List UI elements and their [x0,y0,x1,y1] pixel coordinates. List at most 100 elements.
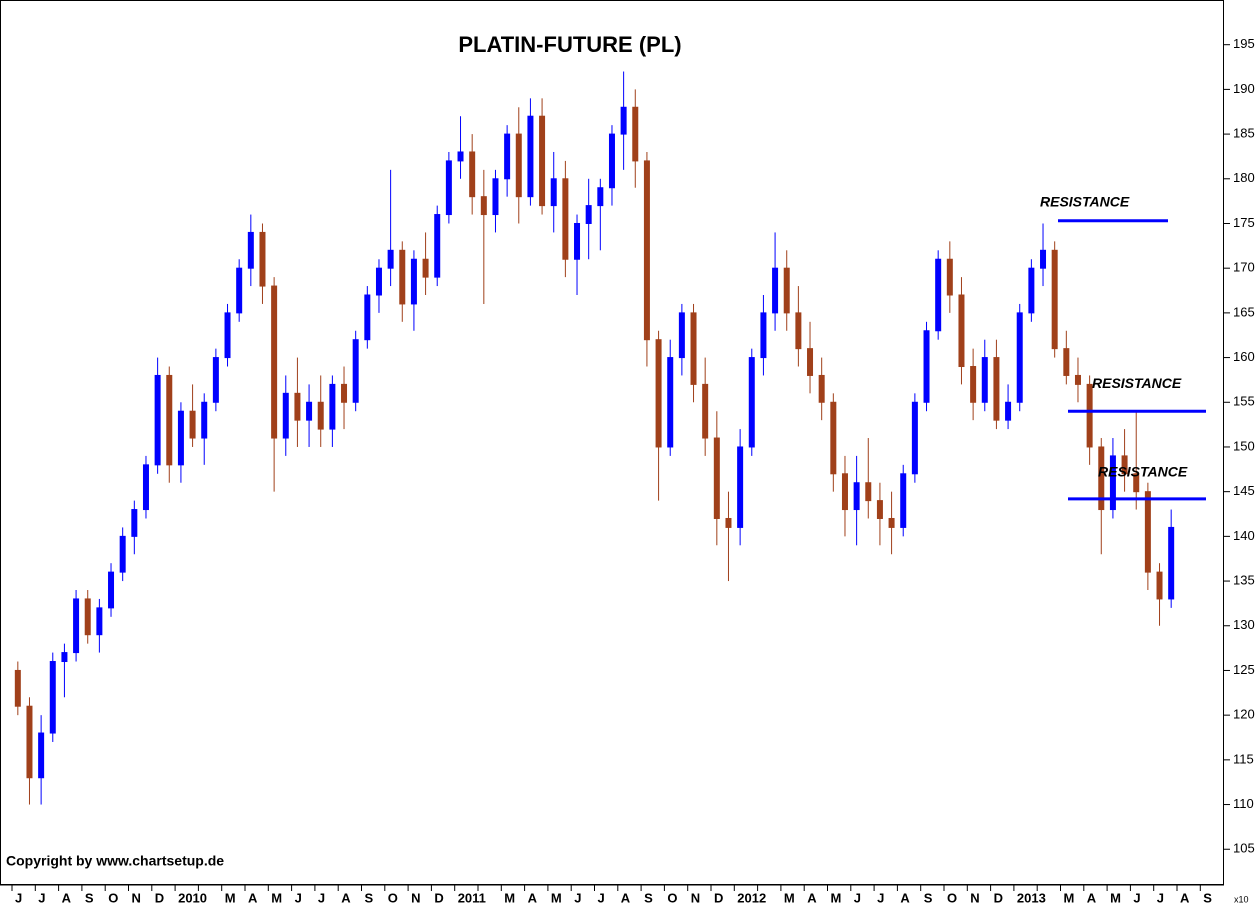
candle-body [818,374,825,403]
candle-body [1051,249,1058,350]
x-tick-label: S [365,890,374,905]
y-tick-label: 150 [1233,438,1255,453]
candle-body [142,464,149,511]
y-tick-label: 155 [1233,394,1255,409]
x-tick-label: N [970,890,979,905]
candle-body [445,160,452,216]
candle-body [678,312,685,359]
x-tick-label: O [388,890,398,905]
x-tick-label: A [528,890,538,905]
footer: Copyright by www.chartsetup.de [6,853,224,869]
candle-body [119,535,126,573]
candle-body [1040,249,1047,269]
y-tick-label: 115 [1233,751,1254,766]
candle-body [807,348,814,376]
candle-body [341,383,348,403]
candle-body [38,732,45,779]
candle-body [608,133,615,189]
x-tick-label: A [1087,890,1097,905]
candle-body [737,446,744,528]
candle-body [527,115,534,198]
candle-body [981,357,988,403]
candle-body [725,517,732,528]
candle-body [760,312,767,359]
annotation-label: RESISTANCE [1040,194,1130,210]
x-tick-label: D [155,890,164,905]
x-tick-label: J [38,890,45,905]
candle-body [888,517,895,528]
candle-body [923,330,930,403]
x-tick-label: M [551,890,562,905]
x-tick-label: J [854,890,861,905]
x-tick-label: S [644,890,653,905]
chart-title: PLATIN-FUTURE (PL) [458,32,681,57]
candle-body [480,196,487,216]
candle-body [993,357,1000,421]
candle-body [457,151,464,162]
y-tick-label: 135 [1233,572,1255,587]
candle-body [201,401,208,439]
candle-body [1144,491,1151,573]
candle-body [492,178,499,216]
candle-body [212,357,219,403]
candle-body [632,106,639,162]
candle-body [49,661,56,734]
candle-body [597,187,604,207]
y-tick-label: 140 [1233,528,1255,543]
x-tick-label: J [15,890,22,905]
candle-body [259,231,266,287]
candle-body [108,571,115,609]
x-tick-label: N [691,890,700,905]
candle-body [422,258,429,278]
x-tick-label: A [62,890,72,905]
candle-body [61,652,68,663]
x-tick-label: J [1133,890,1140,905]
x-tick-label: M [1064,890,1075,905]
candle-body [224,312,231,359]
candle-body [1156,571,1163,600]
candle-body [1086,383,1093,448]
candle-body [1133,473,1140,493]
candle-body [96,607,103,636]
candle-body [911,401,918,475]
candle-body [166,374,173,466]
candle-body [795,312,802,350]
x-tick-label: J [574,890,581,905]
x-tick-label: S [1203,890,1212,905]
candle-body [655,339,662,448]
x-tick-label: 2011 [458,890,486,905]
candle-body [772,267,779,314]
candle-body [189,410,196,439]
y-tick-label: 110 [1233,796,1254,811]
x-tick-label: A [341,890,351,905]
x-tick-label: J [1157,890,1164,905]
candle-body [84,598,91,636]
candle-body [865,482,872,502]
y-tick-label: 175 [1233,215,1255,230]
candle-body [935,258,942,332]
x-tick-label: 2013 [1017,890,1046,905]
x-tick-label: A [621,890,631,905]
candle-body [364,294,371,341]
x-tick-label: M [504,890,515,905]
x-tick-label: 2012 [737,890,766,905]
annotation-label: RESISTANCE [1098,464,1188,480]
candle-body [958,294,965,368]
candle-body [14,669,21,707]
y-tick-label: 125 [1233,662,1255,677]
y-tick-label: 180 [1233,170,1255,185]
x-tick-label: D [434,890,443,905]
candle-body [317,401,324,430]
candle-body [282,392,289,439]
candle-body [294,392,301,421]
x-tick-label: D [994,890,1003,905]
candle-body [900,473,907,528]
candle-body [643,160,650,341]
candle-body [469,151,476,198]
y-tick-label: 130 [1233,617,1255,632]
candle-body [690,312,697,385]
candle-body [306,401,313,421]
candle-body [853,482,860,511]
candle-body [748,357,755,448]
